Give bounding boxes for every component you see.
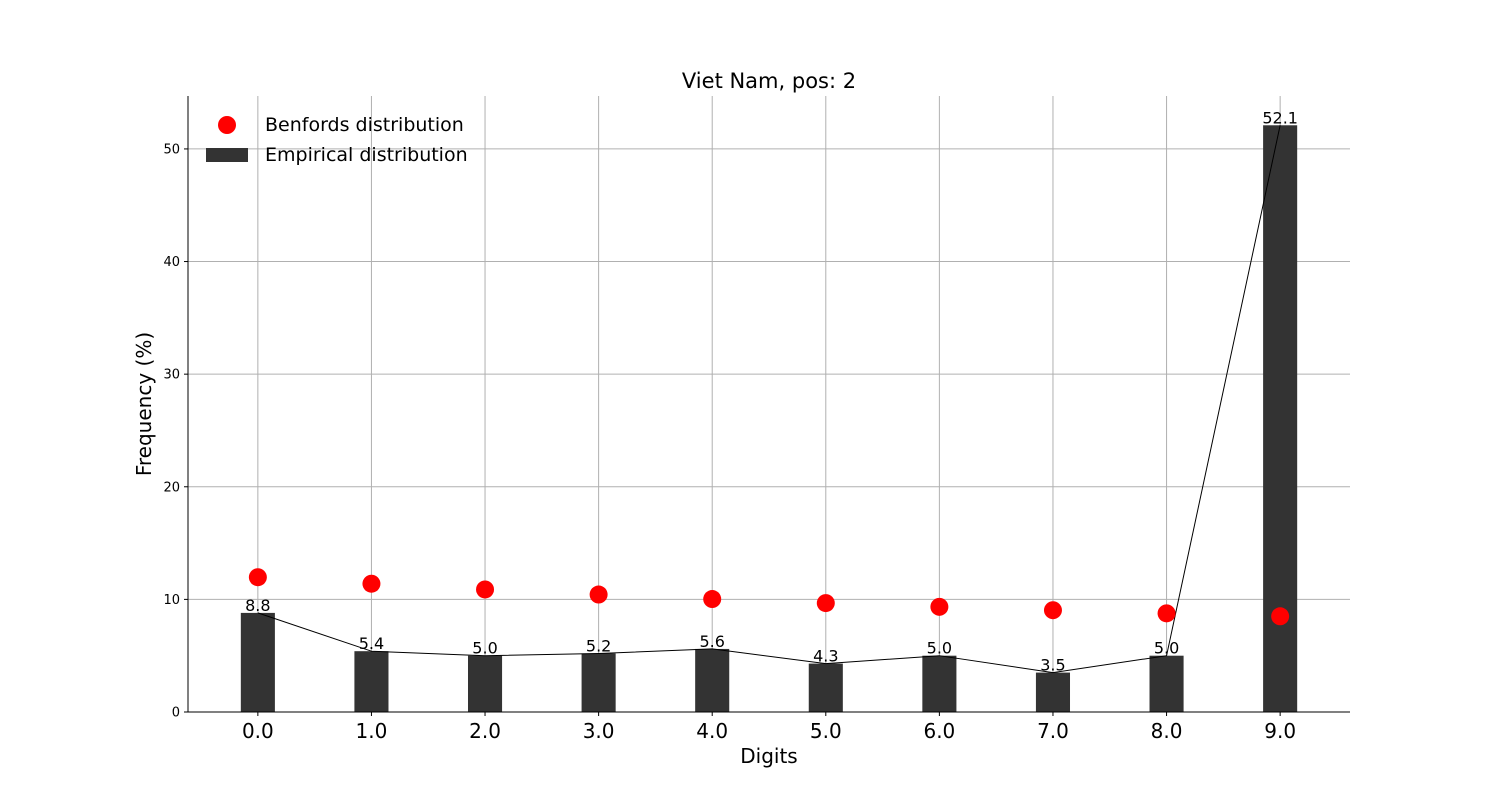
scatter-point: [930, 597, 949, 616]
scatter-point: [703, 590, 722, 609]
legend-marker: [206, 148, 248, 162]
scatter-point: [1043, 601, 1062, 620]
data-label: 52.1: [1262, 108, 1298, 127]
x-tick-label: 9.0: [1264, 719, 1296, 743]
y-tick-label: 10: [163, 593, 180, 608]
x-tick-label: 2.0: [469, 719, 501, 743]
x-tick-label: 8.0: [1151, 719, 1183, 743]
legend-marker: [218, 116, 236, 134]
data-label: 5.0: [1154, 639, 1179, 658]
data-label: 5.6: [699, 632, 724, 651]
scatter-point: [476, 580, 495, 599]
scatter-point: [589, 585, 608, 604]
bar: [1035, 672, 1071, 712]
y-tick-label: 30: [163, 368, 180, 383]
data-label: 5.2: [586, 636, 611, 655]
bar: [808, 663, 843, 712]
data-label: 3.5: [1040, 656, 1065, 675]
x-tick-label: 4.0: [696, 719, 728, 743]
bar: [922, 655, 957, 712]
y-tick-label: 50: [163, 142, 180, 157]
x-tick-label: 6.0: [923, 719, 955, 743]
scatter-point: [816, 594, 835, 613]
data-label: 8.8: [245, 596, 270, 615]
bar: [1149, 655, 1184, 712]
x-tick-label: 1.0: [356, 719, 388, 743]
x-tick-label: 3.0: [583, 719, 615, 743]
y-tick-label: 20: [163, 480, 180, 495]
y-axis-label: Frequency (%): [132, 332, 156, 476]
scatter-point: [362, 574, 381, 593]
legend-label: Benfords distribution: [265, 114, 464, 136]
bar: [467, 655, 503, 712]
bar: [581, 653, 616, 712]
y-tick-label: 0: [172, 706, 180, 721]
data-label: 5.0: [927, 639, 952, 658]
scatter-point: [1271, 607, 1290, 626]
data-label: 5.0: [472, 639, 497, 658]
bar: [240, 612, 275, 712]
x-tick-label: 5.0: [810, 719, 842, 743]
bar: [354, 651, 389, 712]
x-axis-label: Digits: [740, 744, 797, 768]
x-tick-label: 0.0: [242, 719, 274, 743]
scatter-point: [248, 568, 267, 587]
legend-label: Empirical distribution: [265, 144, 468, 166]
data-label: 4.3: [813, 647, 838, 666]
data-label: 5.4: [359, 634, 384, 653]
x-tick-label: 7.0: [1037, 719, 1069, 743]
bar: [695, 648, 730, 712]
trend-line: [257, 125, 1281, 674]
y-tick-label: 40: [163, 255, 180, 270]
scatter-point: [1157, 604, 1176, 623]
chart-title: Viet Nam, pos: 2: [682, 69, 856, 93]
